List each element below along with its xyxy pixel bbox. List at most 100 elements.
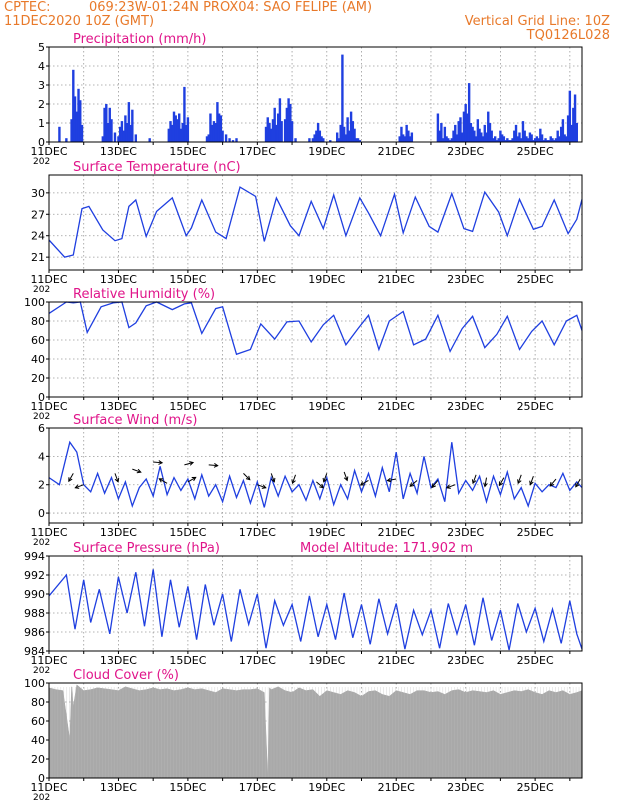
precip-bar — [356, 138, 360, 142]
precip-bar — [539, 128, 542, 142]
wind-arrow-shaft — [472, 474, 477, 484]
rh-title: Relative Humidity (%) — [73, 287, 215, 302]
precip-bar — [535, 136, 539, 142]
wind-arrow-head — [158, 478, 164, 483]
precip-bar — [459, 117, 462, 142]
precip-bar — [285, 107, 289, 142]
precip-bar — [554, 138, 558, 142]
precip-bar — [514, 124, 518, 142]
precip-bar — [342, 126, 346, 142]
precip-bar — [217, 113, 221, 142]
precip-bar — [289, 104, 292, 142]
precip-bar — [209, 113, 212, 142]
wind-arrow-shaft — [243, 473, 251, 481]
wind-arrow-head — [291, 479, 296, 485]
rh-y-tick-label: 0 — [38, 391, 45, 404]
cloud-y-tick-label: 100 — [24, 677, 45, 690]
precip-bar — [224, 134, 228, 142]
wind-x-tick-label: 13DEC — [100, 526, 137, 539]
precip-bar — [476, 119, 480, 142]
temp-x-tick-label: 21DEC — [378, 273, 415, 286]
wind-arrow-shaft — [270, 473, 275, 483]
cloud-frame — [48, 682, 583, 779]
precip-bar — [287, 98, 290, 142]
precip-bar — [339, 124, 342, 142]
precip-bar — [228, 138, 231, 142]
wind-arrow-shaft — [68, 473, 74, 482]
precip-bar — [337, 138, 341, 142]
precip-bar — [469, 123, 473, 142]
cloud-y-tick-label: 20 — [31, 753, 45, 766]
wind-arrow-shaft — [360, 480, 369, 486]
precip-bar — [172, 111, 176, 142]
wind-arrow-head — [483, 482, 488, 488]
precip-bar — [348, 130, 351, 142]
precip-bar — [148, 138, 151, 142]
press-y-tick-label: 984 — [24, 645, 45, 658]
precip-x-tick-label: 17DEC — [239, 145, 276, 158]
precip-bar — [103, 107, 106, 142]
precip-bar — [176, 119, 179, 142]
precip-bar — [210, 124, 214, 142]
wind-arrow-shaft — [529, 476, 534, 485]
precip-bar — [122, 130, 125, 142]
precip-bar — [570, 124, 573, 142]
precip-bar — [504, 140, 507, 142]
precip-y-tick-label: 1 — [38, 117, 45, 130]
precip-bar — [471, 126, 474, 142]
precip-bar — [466, 113, 469, 142]
precip-bar — [553, 140, 556, 142]
wind-arrow-head — [471, 479, 477, 485]
precip-bar — [219, 115, 223, 142]
precip-bar — [575, 123, 578, 142]
precip-bar — [563, 134, 566, 142]
press-x-tick-label: 17DEC — [239, 654, 276, 667]
precip-bar — [313, 134, 316, 142]
header-run-time: 11DEC2020 10Z (GMT) — [4, 14, 155, 29]
wind-arrow-head — [431, 483, 436, 489]
precip-bar — [497, 138, 500, 142]
wind-arrow-head — [261, 484, 267, 489]
wind-arrow-head — [114, 477, 120, 483]
precip-bar — [410, 132, 414, 142]
cloud-x-tick-label: 25DEC — [517, 781, 554, 794]
precip-bar — [525, 136, 528, 142]
precip-y-tick-label: 2 — [38, 98, 45, 111]
cloud-x-tick-label: 23DEC — [447, 781, 484, 794]
precip-bar — [355, 138, 358, 142]
wind-arrow-shaft — [575, 478, 581, 488]
precip-bar — [106, 123, 110, 142]
cloud-x-tick-label: 11DEC — [30, 781, 67, 794]
temp-frame — [48, 174, 583, 271]
precip-bar — [480, 132, 483, 142]
precip-bar — [179, 128, 183, 142]
precip-x-tick-label: 23DEC — [447, 145, 484, 158]
precip-y-tick-label: 3 — [38, 79, 45, 92]
press-x-tick-label: 19DEC — [308, 654, 345, 667]
precip-bar — [408, 136, 412, 142]
precip-bar — [171, 124, 174, 142]
precip-bar — [308, 138, 311, 142]
precip-bar — [441, 138, 445, 142]
temp-x-tick-label: 15DEC — [169, 273, 206, 286]
precip-panel: 0 1 2 3 4 5 11DEC 13DEC 15DEC 17DEC 19DEC 21DEC 23DE… — [30, 32, 583, 167]
press-subtitle: Model Altitude: 171.902 m — [300, 541, 473, 556]
press-y-tick-label: 994 — [24, 550, 45, 563]
precip-bar — [353, 128, 356, 142]
precip-bar — [474, 136, 478, 142]
precip-x-tick-label: 19DEC — [308, 145, 345, 158]
wind-arrow-shaft — [159, 478, 168, 484]
precip-bar — [283, 119, 287, 142]
temp-y-tick-label: 30 — [31, 187, 45, 200]
precip-bar — [205, 136, 209, 142]
precip-bar — [561, 119, 565, 142]
wind-arrow-head — [386, 477, 392, 483]
precip-bar — [566, 115, 570, 142]
wind-arrow-head — [270, 477, 276, 483]
rh-x-year-label: 202 — [33, 412, 50, 422]
wind-x-tick-label: 21DEC — [378, 526, 415, 539]
precip-bar — [488, 123, 492, 142]
cloud-y-tick-label: 0 — [38, 772, 45, 785]
precip-y-tick-label: 4 — [38, 60, 45, 73]
